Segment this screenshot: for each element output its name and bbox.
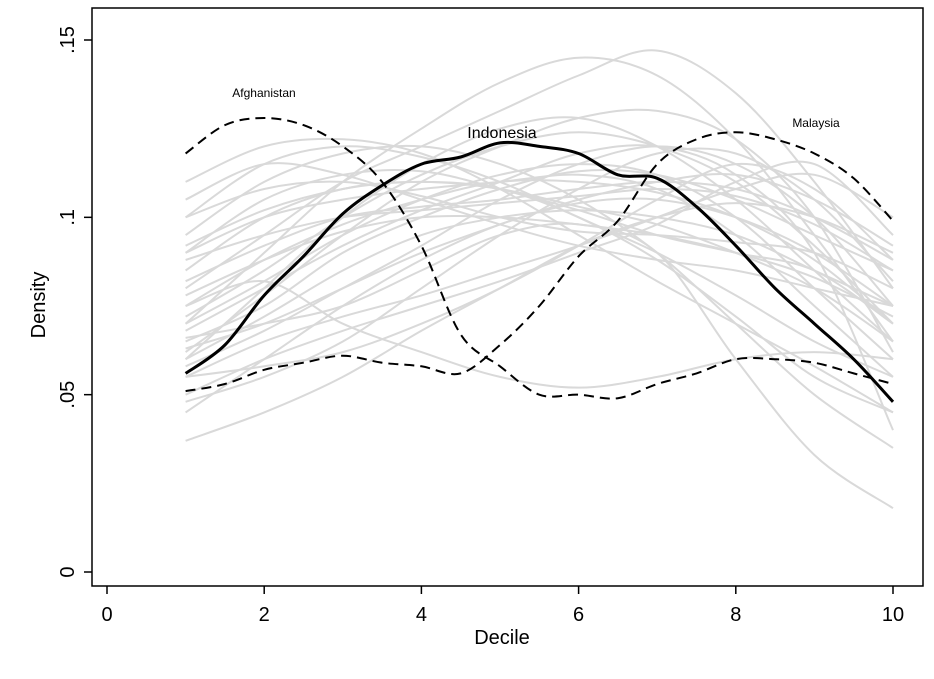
background-series-line [185, 173, 894, 350]
x-tick-label: 6 [573, 604, 584, 626]
background-series-line [185, 180, 894, 290]
plot-frame [91, 7, 924, 587]
background-series-line [185, 180, 894, 414]
background-series-line [185, 172, 894, 378]
y-tick-label: .05 [57, 381, 79, 409]
series-line-indonesia [184, 140, 895, 403]
series-line-malaysia [185, 131, 894, 393]
background-series-line [185, 179, 894, 325]
background-series-line [185, 145, 894, 368]
background-series-line [185, 214, 894, 318]
background-series-group [184, 49, 894, 510]
y-axis-title: Density [28, 272, 50, 339]
background-series-line [185, 169, 894, 325]
x-axis: 0 2 4 6 8 10 [101, 586, 904, 626]
background-series-line [185, 49, 894, 290]
y-tick-label: 0 [57, 566, 79, 577]
background-series-line [184, 56, 894, 343]
y-tick-label: .15 [57, 26, 79, 54]
x-tick-label: 10 [882, 604, 904, 626]
highlighted-series-group [184, 116, 895, 403]
series-line-afghanistan [185, 116, 894, 400]
background-series-line [185, 173, 894, 378]
label-malaysia: Malaysia [792, 116, 840, 130]
background-series-line [185, 280, 894, 389]
background-series-line [185, 144, 894, 449]
background-series-line [185, 147, 894, 403]
x-tick-label: 2 [259, 604, 270, 626]
background-series-line [185, 162, 894, 378]
y-axis: 0 .05 .1 .15 [57, 26, 92, 578]
background-series-line [185, 187, 894, 272]
x-tick-label: 0 [101, 604, 112, 626]
x-axis-title: Decile [474, 627, 530, 649]
background-series-line [185, 137, 894, 414]
background-series-line [185, 222, 894, 510]
label-indonesia: Indonesia [467, 125, 536, 142]
y-tick-label: .1 [57, 209, 79, 226]
background-series-line [185, 209, 894, 361]
background-series-line [185, 108, 894, 353]
label-afghanistan: Afghanistan [232, 86, 295, 100]
background-series-line [185, 169, 894, 343]
x-tick-label: 8 [730, 604, 741, 626]
background-series-line [185, 162, 894, 307]
x-tick-label: 4 [416, 604, 427, 626]
background-series-line [185, 180, 894, 283]
